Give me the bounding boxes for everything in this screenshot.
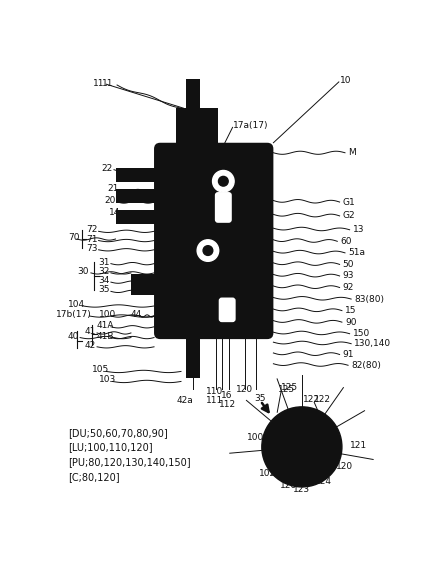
- FancyBboxPatch shape: [215, 192, 232, 223]
- Text: 16: 16: [221, 391, 233, 400]
- Text: 120: 120: [236, 386, 253, 394]
- Text: 35: 35: [255, 394, 266, 403]
- Text: 102: 102: [259, 469, 277, 478]
- Text: 11: 11: [102, 79, 113, 88]
- Text: 71: 71: [86, 234, 98, 244]
- Text: 10: 10: [341, 76, 352, 85]
- Text: 103: 103: [99, 375, 116, 385]
- Bar: [115, 210, 156, 224]
- Text: 70: 70: [68, 233, 79, 242]
- Text: 17b(17): 17b(17): [55, 310, 91, 319]
- Text: 121: 121: [349, 441, 367, 450]
- Text: 42a: 42a: [176, 396, 193, 405]
- Text: 100: 100: [99, 310, 116, 319]
- Text: 41: 41: [85, 327, 96, 336]
- Text: 123: 123: [293, 485, 310, 494]
- Text: 41B: 41B: [97, 332, 115, 340]
- Text: 112: 112: [219, 400, 236, 409]
- FancyBboxPatch shape: [219, 298, 236, 322]
- Text: 50: 50: [343, 260, 354, 269]
- Text: 15: 15: [345, 306, 357, 315]
- Circle shape: [212, 171, 234, 192]
- Text: [DU;50,60,70,80,90]
[LU;100,110,120]
[PU;80,120,130,140,150]
[C;80,120]: [DU;50,60,70,80,90] [LU;100,110,120] [PU…: [68, 427, 190, 482]
- Text: 90: 90: [345, 318, 357, 327]
- Text: 60: 60: [341, 237, 352, 246]
- Text: 12: 12: [185, 126, 197, 136]
- Bar: [115, 189, 156, 203]
- Text: 34: 34: [99, 276, 110, 285]
- Text: 104: 104: [68, 300, 85, 309]
- Text: 126: 126: [280, 481, 297, 490]
- Text: 14: 14: [110, 208, 121, 216]
- Text: 91: 91: [343, 350, 354, 359]
- Text: 125: 125: [278, 385, 295, 394]
- Text: 51a: 51a: [348, 248, 365, 258]
- Text: 17a(17): 17a(17): [233, 121, 268, 129]
- Text: 110: 110: [206, 387, 223, 396]
- Bar: [187, 338, 200, 378]
- Circle shape: [197, 240, 219, 262]
- Text: 31: 31: [99, 258, 110, 267]
- Text: 82(80): 82(80): [351, 361, 381, 370]
- Circle shape: [203, 246, 213, 255]
- Text: 130,140: 130,140: [354, 339, 391, 348]
- Text: 122: 122: [303, 394, 320, 404]
- Bar: [187, 79, 200, 110]
- Text: 150: 150: [353, 329, 370, 338]
- Text: 35: 35: [99, 285, 110, 294]
- Circle shape: [262, 407, 342, 487]
- Text: G1: G1: [343, 198, 355, 206]
- Text: 73: 73: [86, 244, 98, 253]
- Text: 125: 125: [281, 383, 298, 392]
- Text: 30: 30: [77, 267, 88, 276]
- Text: 44: 44: [131, 310, 142, 319]
- Text: M: M: [348, 148, 356, 157]
- Text: 32: 32: [99, 267, 110, 276]
- Bar: [176, 108, 218, 143]
- Text: 124: 124: [315, 477, 332, 486]
- Text: 21: 21: [108, 184, 119, 194]
- Text: 100: 100: [247, 433, 264, 442]
- Text: 40: 40: [68, 332, 79, 340]
- Text: 92: 92: [343, 283, 354, 292]
- Text: 83(80): 83(80): [354, 295, 384, 303]
- Text: 42: 42: [85, 341, 96, 350]
- Text: 41A: 41A: [97, 321, 115, 330]
- FancyBboxPatch shape: [154, 143, 273, 339]
- Text: 11: 11: [93, 79, 104, 88]
- Bar: [131, 274, 156, 295]
- Text: 22: 22: [102, 164, 113, 173]
- Text: 105: 105: [93, 365, 110, 375]
- Text: G2: G2: [343, 211, 355, 220]
- Text: 72: 72: [86, 225, 98, 234]
- Text: 93: 93: [343, 271, 354, 281]
- Text: 20: 20: [104, 196, 115, 205]
- Bar: [115, 168, 156, 182]
- Text: 122: 122: [314, 394, 331, 404]
- Text: 111: 111: [206, 396, 223, 405]
- Text: 120: 120: [336, 462, 354, 470]
- Text: 13: 13: [353, 225, 364, 234]
- Circle shape: [219, 176, 228, 186]
